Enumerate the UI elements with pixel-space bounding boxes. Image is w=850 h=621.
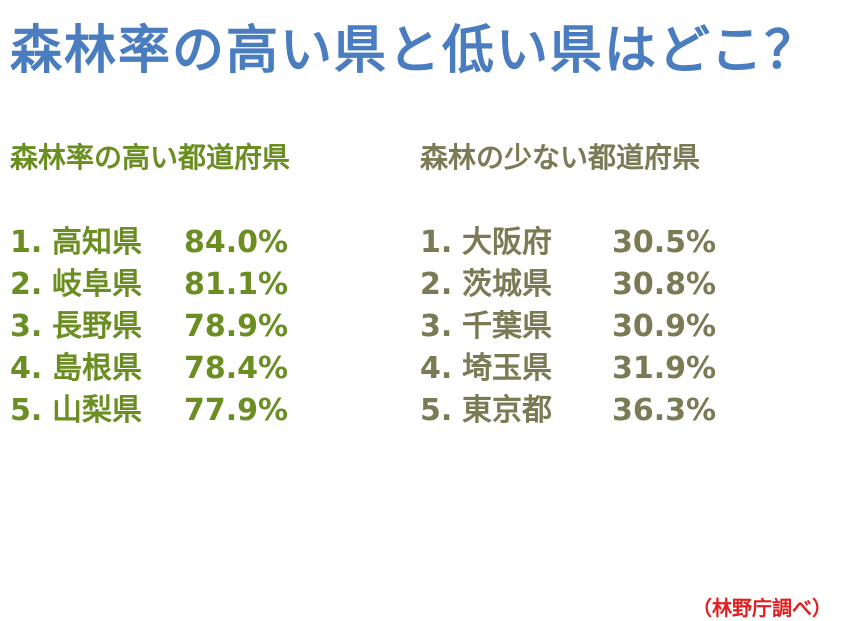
source-note: （林野庁調べ）	[692, 596, 832, 620]
rank-number: 4.	[10, 351, 43, 386]
list-item: 4. 埼玉県 31.9%	[420, 348, 716, 390]
forest-percentage: 30.8%	[612, 267, 717, 302]
prefecture-name: 千葉県	[462, 309, 552, 344]
rank-number: 3.	[10, 309, 43, 344]
rank-number: 1.	[10, 225, 43, 260]
prefecture-name: 岐阜県	[52, 267, 142, 302]
list-item: 3. 千葉県 30.9%	[420, 306, 716, 348]
list-item: 5. 山梨県 77.9%	[10, 390, 290, 432]
forest-percentage: 84.0%	[184, 225, 289, 260]
list-item: 3. 長野県 78.9%	[10, 306, 290, 348]
forest-percentage: 30.5%	[612, 225, 717, 260]
forest-percentage: 78.4%	[184, 351, 289, 386]
prefecture-name: 長野県	[52, 309, 142, 344]
forest-percentage: 31.9%	[612, 351, 717, 386]
list-item: 4. 島根県 78.4%	[10, 348, 290, 390]
forest-percentage: 77.9%	[184, 393, 289, 428]
high-forest-heading: 森林率の高い都道府県	[10, 141, 291, 174]
forest-percentage: 78.9%	[184, 309, 289, 344]
prefecture-name: 高知県	[52, 225, 142, 260]
low-forest-heading: 森林の少ない都道府県	[420, 141, 701, 174]
forest-percentage: 81.1%	[184, 267, 289, 302]
rank-number: 5.	[10, 393, 43, 428]
prefecture-name: 東京都	[462, 393, 552, 428]
rank-number: 2.	[10, 267, 43, 302]
low-forest-column: 森林の少ない都道府県 1. 大阪府 30.5% 2. 茨城県 30.8% 3. …	[420, 140, 716, 432]
prefecture-name: 大阪府	[462, 225, 552, 260]
list-item: 5. 東京都 36.3%	[420, 390, 716, 432]
rank-number: 1.	[420, 225, 453, 260]
prefecture-name: 島根県	[52, 351, 142, 386]
rank-number: 2.	[420, 267, 453, 302]
prefecture-name: 山梨県	[52, 393, 142, 428]
page-title: 森林率の高い県と低い県はどこ？	[10, 21, 819, 81]
prefecture-name: 茨城県	[462, 267, 552, 302]
high-forest-column: 森林率の高い都道府県 1. 高知県 84.0% 2. 岐阜県 81.1% 3. …	[10, 140, 290, 432]
forest-percentage: 36.3%	[612, 393, 717, 428]
forest-percentage: 30.9%	[612, 309, 717, 344]
list-item: 1. 大阪府 30.5%	[420, 222, 716, 264]
low-forest-list: 1. 大阪府 30.5% 2. 茨城県 30.8% 3. 千葉県 30.9% 4…	[420, 222, 716, 432]
rank-number: 5.	[420, 393, 453, 428]
rank-number: 3.	[420, 309, 453, 344]
list-item: 2. 岐阜県 81.1%	[10, 264, 290, 306]
rank-number: 4.	[420, 351, 453, 386]
high-forest-list: 1. 高知県 84.0% 2. 岐阜県 81.1% 3. 長野県 78.9% 4…	[10, 222, 290, 432]
prefecture-name: 埼玉県	[462, 351, 552, 386]
list-item: 1. 高知県 84.0%	[10, 222, 290, 264]
list-item: 2. 茨城県 30.8%	[420, 264, 716, 306]
